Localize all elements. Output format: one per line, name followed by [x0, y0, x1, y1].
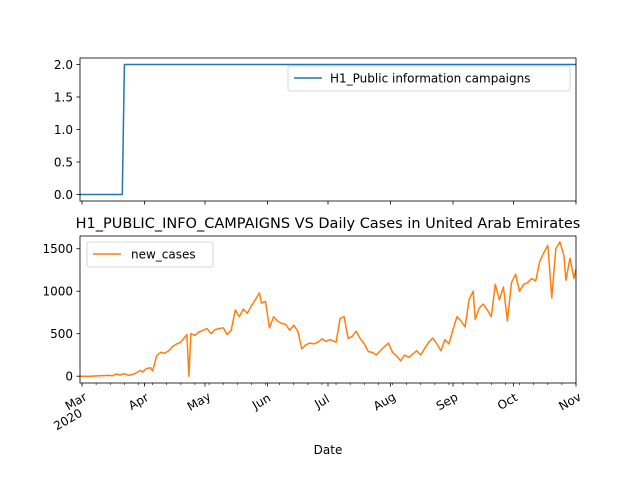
top-y-tick-label: 2.0	[54, 58, 73, 72]
bottom-legend-box	[86, 241, 214, 268]
bottom-y-tick-label: 1500	[42, 242, 73, 256]
bottom-y-tick-label: 1000	[42, 285, 73, 299]
top-legend-box	[287, 65, 571, 92]
bottom-legend: new_cases	[86, 241, 214, 268]
top-subplot: 0.0 0.5 1.0 1.5 2.0 H1_Public information ca…	[54, 57, 577, 205]
top-y-tick-label: 1.5	[54, 91, 73, 105]
bottom-x-tick-label: Jul	[311, 392, 331, 412]
top-frame	[79, 57, 577, 202]
top-legend-label: H1_Public information campaigns	[330, 72, 530, 86]
bottom-x-tick-label: Jun	[249, 391, 273, 413]
x-axis-label: Date	[314, 443, 343, 457]
bottom-subplot: H1_PUBLIC_INFO_CAMPAIGNS VS Daily Cases …	[42, 216, 583, 457]
bottom-y-tick-label: 500	[50, 327, 73, 341]
top-y-tick-label: 1.0	[54, 123, 73, 137]
chart-title: H1_PUBLIC_INFO_CAMPAIGNS VS Daily Cases …	[76, 216, 581, 232]
bottom-series-line	[80, 241, 577, 377]
bottom-x-tick-label: Oct	[495, 390, 520, 413]
bottom-x-tick-label: Apr	[126, 390, 151, 413]
bottom-x-tick-label: Aug	[371, 390, 398, 414]
bottom-x-tick-label: May	[185, 389, 213, 414]
bottom-frame	[79, 235, 577, 384]
bottom-y-axis: 0 500 1000 1500	[42, 242, 80, 384]
top-legend: H1_Public information campaigns	[287, 65, 571, 92]
top-y-axis: 0.0 0.5 1.0 1.5 2.0	[54, 58, 80, 202]
top-series-line	[80, 63, 576, 196]
bottom-y-tick-label: 0	[65, 370, 73, 384]
bottom-legend-label: new_cases	[131, 248, 196, 262]
top-y-tick-label: 0.5	[54, 156, 73, 170]
bottom-x-tick-label: Sep	[434, 390, 461, 413]
top-x-axis	[81, 201, 577, 205]
bottom-x-tick-label: Nov	[556, 390, 583, 414]
top-y-tick-label: 0.0	[54, 188, 73, 202]
